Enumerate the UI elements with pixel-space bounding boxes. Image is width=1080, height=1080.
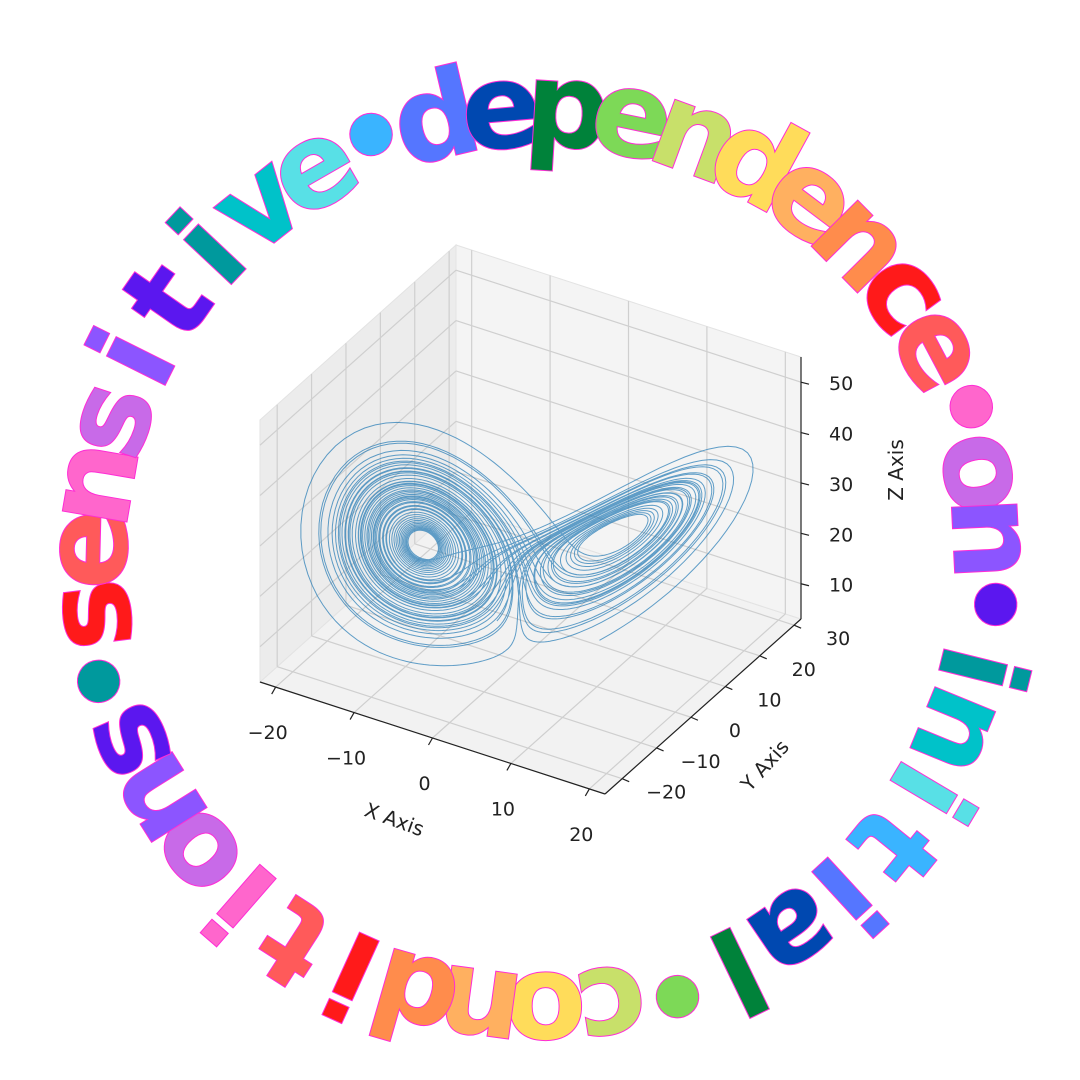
z-tick-label: 20	[829, 524, 853, 546]
x-tick-mark	[506, 763, 512, 771]
grid-line	[259, 420, 457, 597]
ring-letter: e	[580, 39, 687, 190]
z-tick-label: 40	[829, 424, 853, 446]
x-tick-mark	[271, 686, 277, 695]
axis-lines	[259, 357, 810, 797]
z-tick-label: 30	[829, 474, 853, 496]
y-tick-mark	[793, 624, 802, 629]
grid-line	[455, 320, 802, 434]
y-tick-label: 30	[826, 628, 850, 650]
y-tick-label: 0	[729, 720, 741, 742]
z-tick-label: 50	[829, 373, 853, 395]
grid-line	[510, 588, 708, 764]
x-tick-mark	[427, 737, 434, 746]
y-tick-label: 10	[757, 690, 781, 712]
grid-line	[455, 420, 802, 534]
x-axis-label: X Axis	[361, 798, 427, 842]
z-tick-mark	[800, 381, 810, 385]
y-tick-mark	[621, 778, 630, 783]
ring-letter: p	[521, 34, 614, 177]
ring-letter: s	[16, 572, 162, 659]
grid-line	[455, 370, 802, 484]
tick-labels: −20 −10 0 10 20 −20 −10 0 10 20 30 10 20 30 40 50	[248, 373, 854, 846]
grid-lines	[259, 250, 802, 790]
lorenz-trajectory-line	[300, 421, 754, 667]
ring-letter: n	[429, 937, 531, 1080]
x-tick-label: 10	[491, 798, 515, 820]
ring-letter: o	[504, 946, 587, 1080]
ring-letter: n	[924, 492, 1066, 583]
y-tick-mark	[759, 655, 767, 660]
grid-line	[588, 613, 786, 790]
grid-line	[259, 320, 457, 497]
x-tick-label: −20	[248, 722, 288, 744]
y-tick-mark	[690, 716, 699, 721]
y-tick-label: −20	[646, 782, 686, 804]
grid-line	[259, 269, 457, 446]
z-tick-mark	[800, 583, 810, 587]
ring-letter: d	[379, 40, 493, 194]
ring-letter: e	[15, 507, 155, 590]
y-axis-label: Y Axis	[735, 735, 794, 796]
z-tick-mark	[800, 482, 810, 486]
y-tick-mark	[725, 685, 733, 691]
grid-line	[259, 370, 457, 547]
grid-line	[432, 562, 629, 739]
y-tick-mark	[656, 747, 664, 752]
grid-line	[345, 604, 692, 718]
x-tick-label: 0	[418, 773, 430, 795]
y-axis-line	[604, 618, 802, 795]
ring-letter: e	[455, 35, 547, 179]
grid-line	[277, 666, 623, 780]
z-tick-mark	[800, 532, 810, 536]
x-tick-label: −10	[326, 748, 366, 770]
grid-line	[455, 471, 802, 585]
ring-letter: •	[921, 560, 1066, 649]
grid-line	[311, 635, 657, 749]
trajectory-layer	[300, 421, 754, 667]
x-tick-mark	[584, 788, 590, 797]
z-tick-label: 10	[829, 575, 853, 597]
grid-line	[455, 269, 802, 383]
y-tick-label: 20	[792, 659, 816, 681]
x-tick-mark	[349, 712, 355, 720]
z-tick-mark	[800, 431, 810, 436]
y-tick-label: −10	[681, 751, 721, 773]
z-axis-label: Z Axis	[884, 439, 908, 501]
x-tick-label: 20	[569, 824, 593, 846]
